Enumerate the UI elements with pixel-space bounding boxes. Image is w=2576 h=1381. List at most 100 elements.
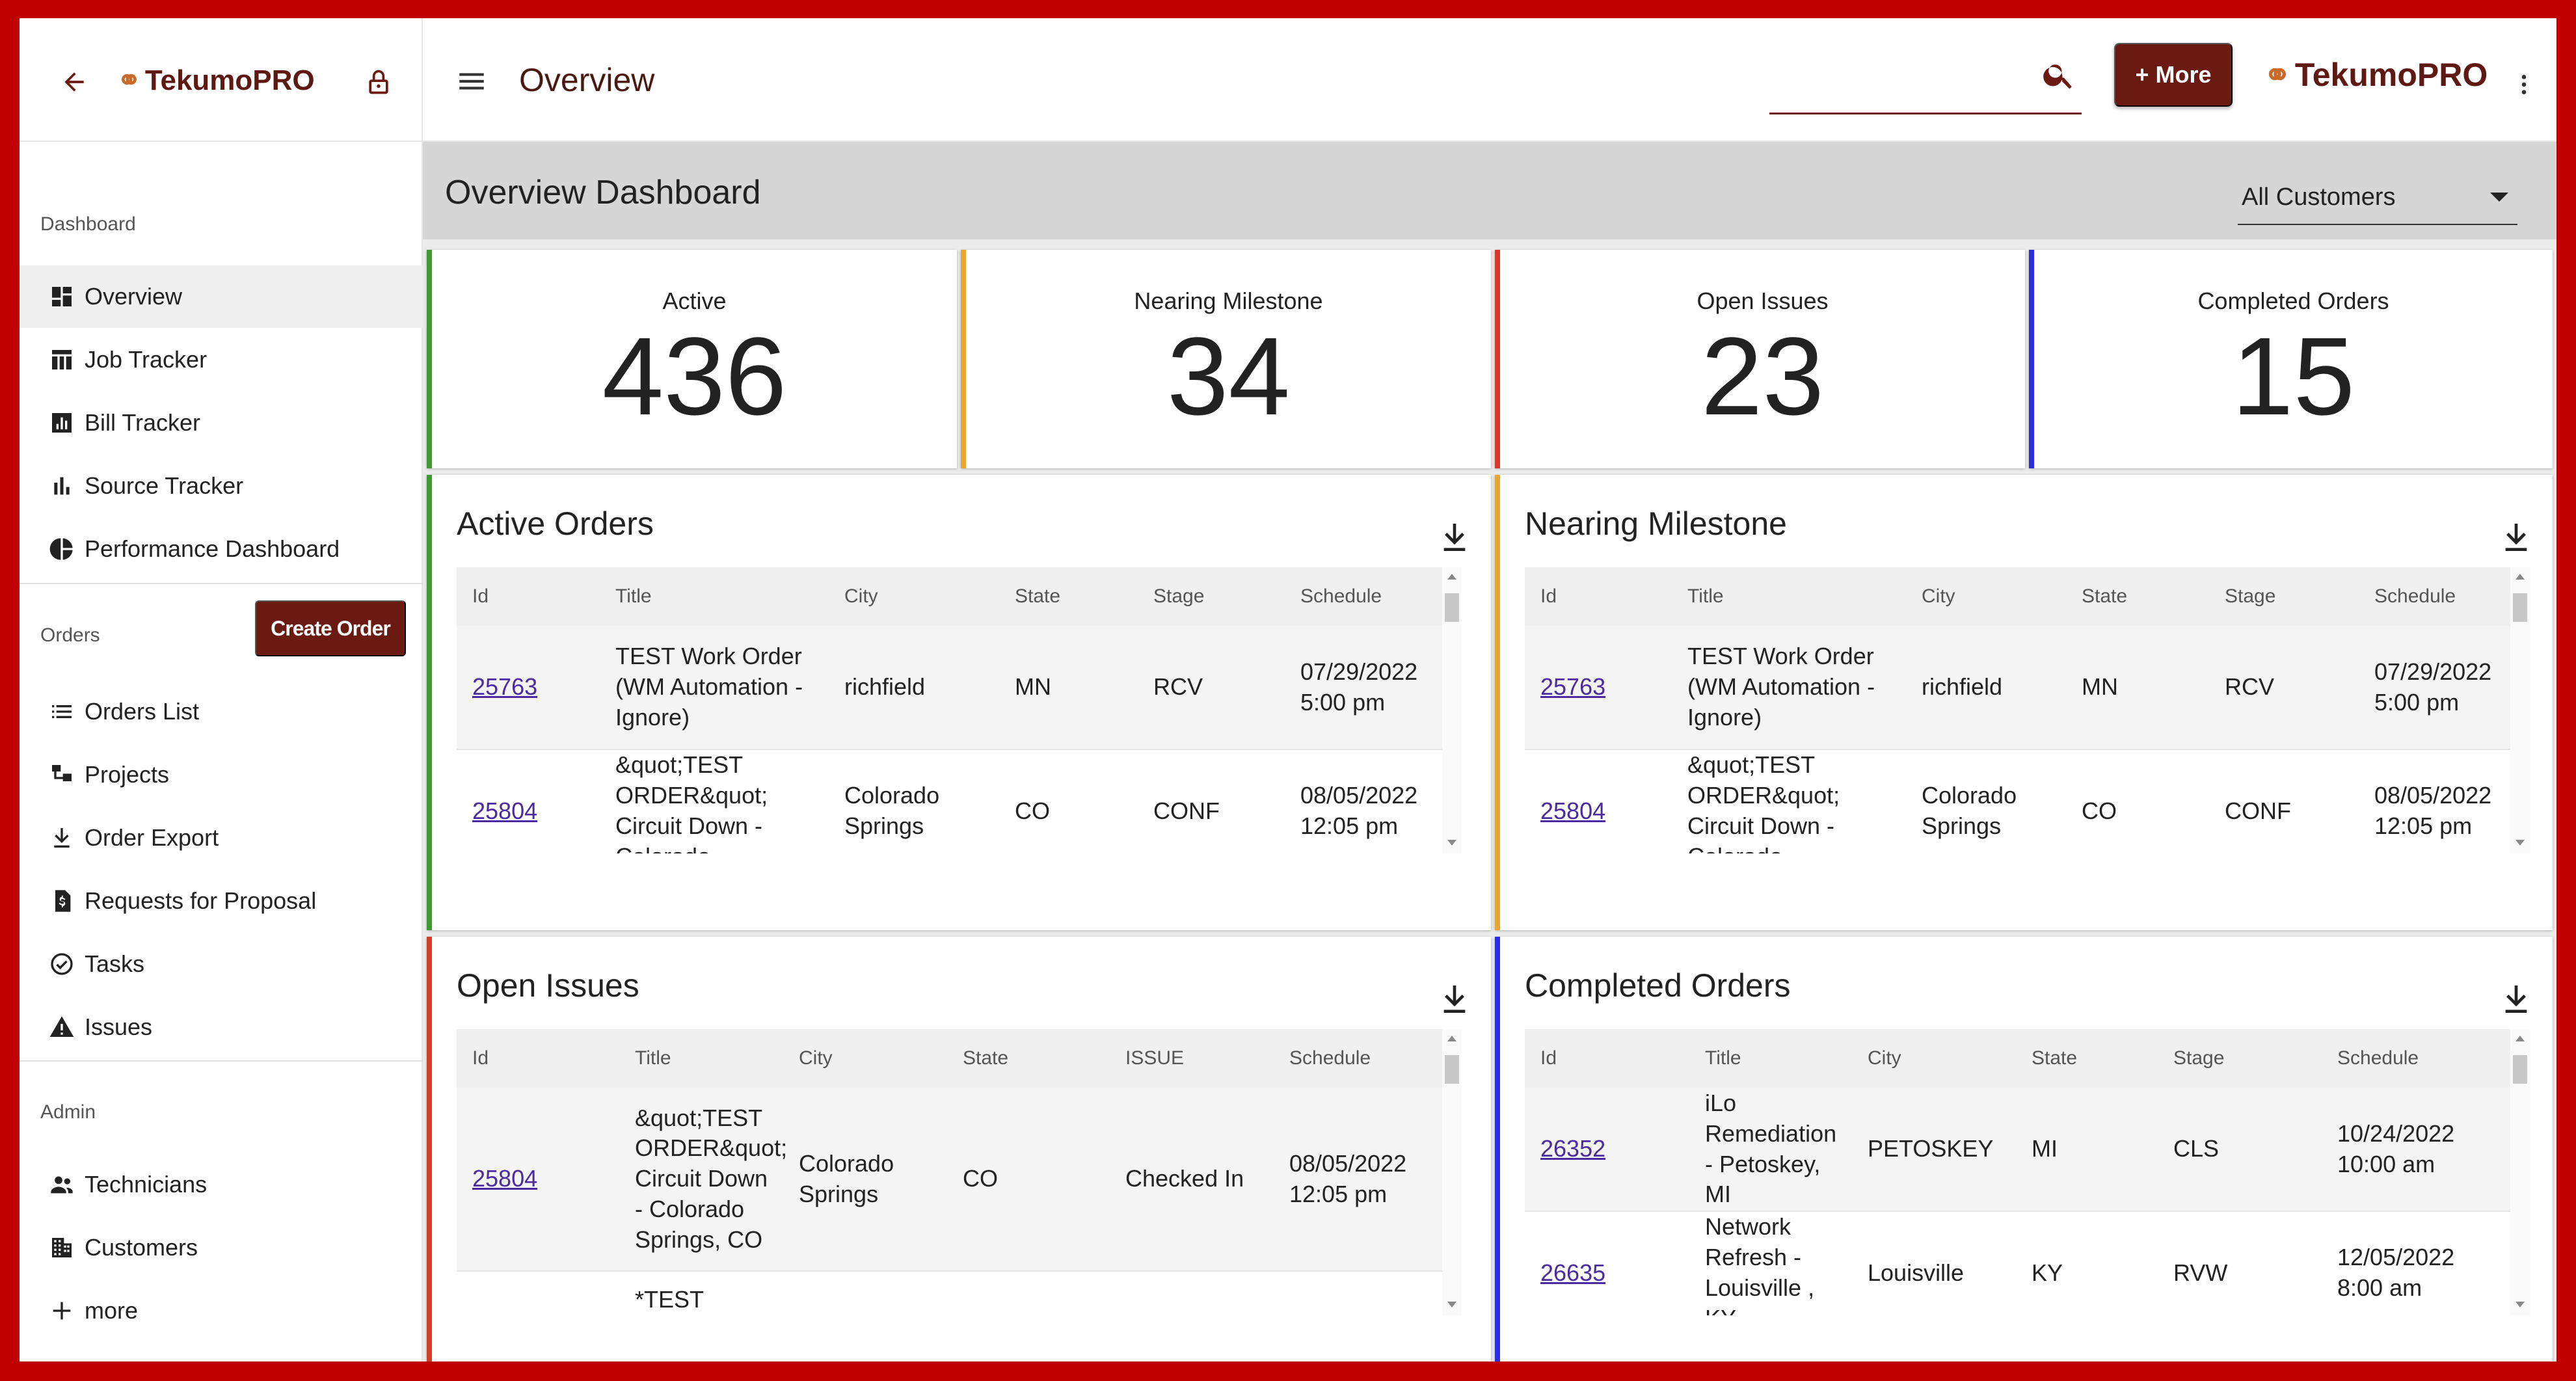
download-icon[interactable] — [1436, 519, 1473, 556]
sidebar-item-order-export[interactable]: Order Export — [20, 807, 423, 869]
hamburger-icon — [459, 73, 484, 90]
order-state — [947, 1271, 1110, 1315]
column-header[interactable]: Id — [1525, 567, 1672, 626]
table-row[interactable]: 26352 iLo Remediation - Petoskey, MI PET… — [1525, 1088, 2510, 1212]
sidebar-item-source-tracker[interactable]: Source Tracker — [20, 455, 423, 517]
order-city: PETOSKEY — [1852, 1088, 2016, 1212]
dashboard-header: Overview Dashboard All Customers — [423, 142, 2556, 239]
download-icon[interactable] — [2498, 981, 2534, 1017]
sidebar-section-admin: Admin — [40, 1101, 96, 1123]
order-city: richfield — [1906, 626, 2066, 750]
sidebar-item-projects[interactable]: Projects — [20, 744, 423, 806]
table-row[interactable]: 26635 Network Refresh - Louisville , KY … — [1525, 1211, 2510, 1315]
order-id-link[interactable]: 25804 — [1540, 797, 1606, 824]
menu-button[interactable] — [450, 60, 493, 103]
nearing-milestone-panel: Nearing Milestone Id Title City State St… — [1495, 475, 2553, 930]
sidebar-item-issues[interactable]: Issues — [20, 996, 423, 1058]
column-header[interactable]: State — [947, 1029, 1110, 1088]
stat-card-nearing-milestone[interactable]: Nearing Milestone 34 — [961, 250, 1491, 468]
scrollbar[interactable] — [1442, 567, 1462, 853]
sidebar-item-orders-list[interactable]: Orders List — [20, 680, 423, 743]
table-row[interactable]: 25804 &quot;TEST ORDER&quot; Circuit Dow… — [457, 749, 1442, 853]
column-header[interactable]: Title — [619, 1029, 783, 1088]
stat-card-completed-orders[interactable]: Completed Orders 15 — [2029, 250, 2553, 468]
scrollbar[interactable] — [2510, 1029, 2530, 1315]
lock-button[interactable] — [358, 61, 399, 103]
stat-card-active[interactable]: Active 436 — [427, 250, 957, 468]
sidebar-item-performance-dashboard[interactable]: Performance Dashboard — [20, 518, 423, 580]
column-header[interactable]: Title — [1672, 567, 1906, 626]
logo-mark-icon: ⚭ — [2264, 57, 2291, 93]
order-state: CO — [2066, 749, 2209, 853]
order-id-link[interactable]: 25763 — [472, 673, 538, 701]
stat-card-open-issues[interactable]: Open Issues 23 — [1495, 250, 2025, 468]
sidebar-item-label: Orders List — [85, 698, 200, 725]
sidebar-item-requests-for-proposal[interactable]: Requests for Proposal — [20, 870, 423, 932]
column-header[interactable]: ISSUE — [1110, 1029, 1274, 1088]
column-header[interactable]: Id — [457, 567, 600, 626]
download-icon[interactable] — [1436, 981, 1473, 1017]
sidebar-item-more[interactable]: more — [20, 1280, 423, 1342]
sidebar-item-customers[interactable]: Customers — [20, 1216, 423, 1279]
warning-icon — [47, 1012, 77, 1042]
sidebar-item-overview[interactable]: Overview — [20, 265, 423, 328]
search-icon[interactable] — [2041, 57, 2076, 92]
column-header[interactable]: Schedule — [2322, 1029, 2510, 1088]
table-row[interactable]: 25763 TEST Work Order (WM Automation - I… — [1525, 626, 2510, 750]
kebab-menu-button[interactable] — [2504, 61, 2543, 108]
more-button[interactable]: + More — [2114, 43, 2233, 107]
sidebar-item-bill-tracker[interactable]: Bill Tracker — [20, 392, 423, 454]
sidebar-item-tasks[interactable]: Tasks — [20, 933, 423, 995]
create-order-button[interactable]: Create Order — [255, 600, 406, 656]
table-row[interactable]: 25804 &quot;TEST ORDER&quot; Circuit Dow… — [457, 1088, 1442, 1272]
panel-title: Active Orders — [457, 505, 654, 542]
column-header[interactable]: Title — [600, 567, 829, 626]
completed-orders-panel: Completed Orders Id Title City State Sta… — [1495, 937, 2553, 1361]
order-schedule: 12/05/2022 8:00 am — [2322, 1211, 2510, 1315]
scrollbar[interactable] — [1442, 1029, 1462, 1315]
column-header[interactable]: Schedule — [1274, 1029, 1442, 1088]
order-title: Network Refresh - Louisville , KY — [1689, 1211, 1852, 1315]
column-header[interactable]: City — [829, 567, 999, 626]
order-id-link[interactable]: 25804 — [472, 797, 538, 824]
table-row[interactable]: *TEST — [457, 1271, 1442, 1315]
sidebar-item-technicians[interactable]: Technicians — [20, 1153, 423, 1216]
column-header[interactable]: Schedule — [2359, 567, 2510, 626]
search-field — [1769, 51, 2082, 114]
column-header[interactable]: City — [1906, 567, 2066, 626]
panel-title: Open Issues — [457, 967, 639, 1004]
column-header[interactable]: State — [999, 567, 1138, 626]
column-header[interactable]: Stage — [2209, 567, 2359, 626]
order-id-link[interactable]: 26352 — [1540, 1135, 1606, 1162]
scrollbar[interactable] — [2510, 567, 2530, 853]
logo-text: TekumoPRO — [144, 64, 315, 96]
order-city: Colorado Springs — [783, 1088, 947, 1272]
order-id-link[interactable]: 26635 — [1540, 1259, 1606, 1286]
column-header[interactable]: City — [783, 1029, 947, 1088]
order-id-link[interactable]: 25804 — [472, 1165, 538, 1192]
table-row[interactable]: 25804 &quot;TEST ORDER&quot; Circuit Dow… — [1525, 749, 2510, 853]
column-header[interactable]: Id — [457, 1029, 619, 1088]
column-header[interactable]: City — [1852, 1029, 2016, 1088]
column-header[interactable]: State — [2016, 1029, 2158, 1088]
table-row[interactable]: 25763 TEST Work Order (WM Automation - I… — [457, 626, 1442, 750]
issue-status: Checked In — [1110, 1088, 1274, 1272]
order-schedule: 08/05/2022 12:05 pm — [1274, 1088, 1442, 1272]
order-id-link[interactable]: 25763 — [1540, 673, 1606, 701]
column-header[interactable]: State — [2066, 567, 2209, 626]
customer-filter-select[interactable]: All Customers — [2238, 160, 2517, 225]
back-button[interactable] — [51, 59, 98, 105]
sidebar-item-job-tracker[interactable]: Job Tracker — [20, 328, 423, 391]
column-header[interactable]: Schedule — [1285, 567, 1442, 626]
column-header[interactable]: Id — [1525, 1029, 1689, 1088]
signal-icon — [47, 471, 77, 501]
sidebar-item-label: Performance Dashboard — [85, 535, 340, 562]
sidebar-item-label: more — [85, 1297, 139, 1324]
column-header[interactable]: Stage — [2158, 1029, 2322, 1088]
download-icon[interactable] — [2498, 519, 2534, 556]
column-header[interactable]: Stage — [1138, 567, 1285, 626]
column-header[interactable]: Title — [1689, 1029, 1852, 1088]
search-input[interactable] — [1769, 70, 2043, 109]
sidebar-item-label: Issues — [85, 1013, 153, 1040]
pie-chart-icon — [47, 534, 77, 564]
